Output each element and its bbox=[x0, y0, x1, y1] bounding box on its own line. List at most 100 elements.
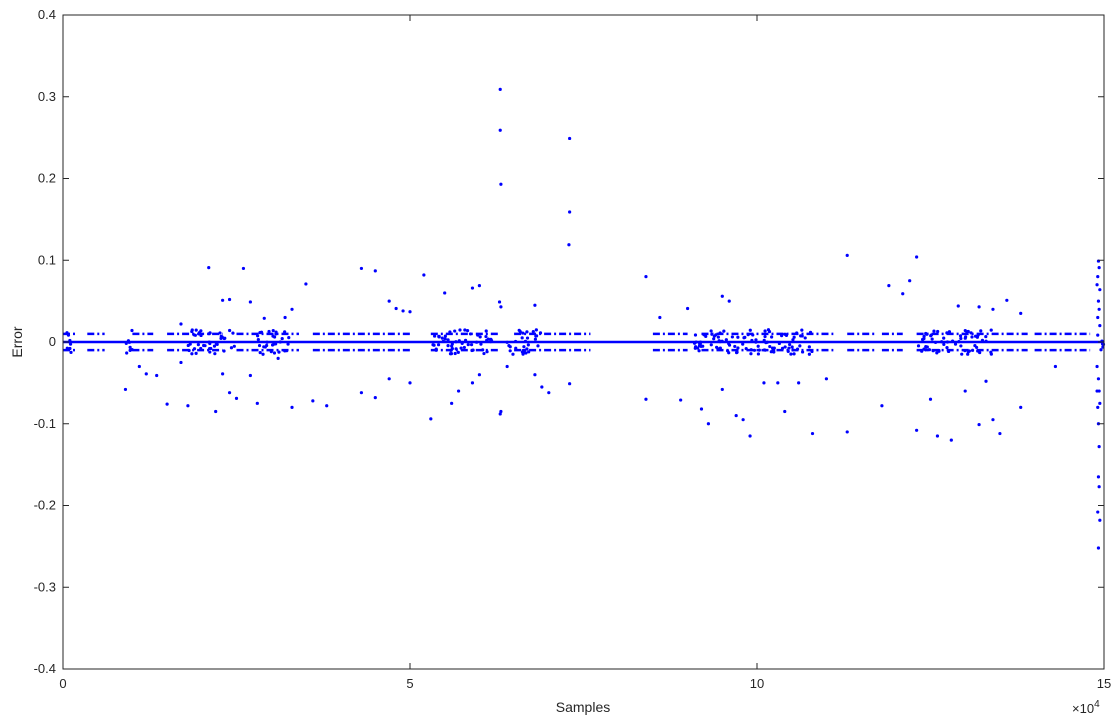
data-point bbox=[373, 269, 377, 273]
data-point bbox=[227, 391, 232, 395]
cluster-point bbox=[973, 344, 977, 348]
cluster-point bbox=[756, 352, 761, 356]
data-point bbox=[311, 399, 315, 403]
cluster-point bbox=[486, 337, 490, 341]
cluster-point bbox=[274, 330, 278, 334]
cluster-point bbox=[256, 337, 260, 342]
cluster-point bbox=[964, 335, 968, 339]
data-point bbox=[498, 87, 502, 91]
data-point bbox=[880, 404, 884, 408]
cluster-point bbox=[208, 331, 212, 335]
cluster-point bbox=[966, 329, 970, 334]
cluster-point bbox=[696, 346, 700, 350]
data-point bbox=[325, 404, 329, 408]
data-point bbox=[408, 381, 412, 385]
data-point bbox=[783, 409, 787, 414]
cluster-point bbox=[925, 345, 929, 349]
data-point bbox=[262, 316, 266, 320]
data-point bbox=[991, 418, 995, 422]
cluster-point bbox=[283, 349, 287, 353]
cluster-point bbox=[922, 334, 926, 338]
cluster-point bbox=[770, 335, 774, 339]
cluster-point bbox=[218, 331, 222, 335]
cluster-point bbox=[791, 338, 795, 342]
data-point bbox=[276, 356, 280, 360]
cluster-point bbox=[258, 350, 262, 355]
data-point bbox=[470, 286, 475, 290]
data-point bbox=[1095, 283, 1099, 287]
data-point bbox=[373, 395, 377, 400]
data-point bbox=[401, 309, 405, 313]
data-point bbox=[706, 422, 711, 426]
data-point bbox=[845, 430, 849, 434]
data-point bbox=[908, 279, 912, 283]
cluster-point bbox=[130, 328, 134, 333]
cluster-point bbox=[65, 331, 69, 335]
data-point bbox=[283, 315, 287, 320]
data-point bbox=[915, 428, 919, 432]
cluster-point bbox=[522, 345, 526, 349]
data-point bbox=[568, 210, 572, 214]
data-point bbox=[727, 299, 731, 303]
data-point bbox=[984, 379, 988, 383]
cluster-point bbox=[222, 349, 226, 353]
cluster-point bbox=[929, 334, 933, 338]
data-point bbox=[734, 413, 738, 418]
cluster-point bbox=[712, 337, 716, 341]
cluster-point bbox=[68, 346, 72, 351]
cluster-point bbox=[942, 342, 946, 346]
cluster-point bbox=[521, 331, 525, 335]
cluster-point bbox=[709, 343, 713, 347]
cluster-point bbox=[521, 352, 525, 356]
cluster-point bbox=[947, 330, 952, 334]
cluster-point bbox=[963, 328, 967, 333]
cluster-point bbox=[959, 336, 963, 341]
data-point bbox=[1096, 405, 1100, 409]
cluster-point bbox=[780, 346, 785, 351]
cluster-point bbox=[735, 350, 739, 354]
data-point bbox=[165, 402, 169, 406]
cluster-point bbox=[788, 342, 792, 347]
cluster-point bbox=[927, 348, 932, 352]
cluster-point bbox=[726, 349, 730, 353]
cluster-point bbox=[795, 347, 800, 351]
data-point bbox=[155, 373, 159, 378]
cluster-point bbox=[736, 335, 740, 339]
cluster-point bbox=[807, 352, 811, 356]
data-point bbox=[762, 381, 766, 385]
cluster-point bbox=[795, 331, 799, 335]
cluster-point bbox=[65, 346, 69, 350]
data-point bbox=[241, 266, 246, 271]
cluster-point bbox=[534, 328, 538, 332]
cluster-point bbox=[722, 329, 726, 333]
cluster-point bbox=[733, 344, 737, 349]
data-point bbox=[499, 305, 503, 309]
cluster-point bbox=[259, 330, 264, 334]
cluster-point bbox=[231, 331, 235, 335]
data-point bbox=[658, 315, 662, 320]
cluster-point bbox=[456, 350, 460, 355]
data-point bbox=[1019, 311, 1023, 315]
cluster-point bbox=[469, 343, 474, 347]
cluster-point bbox=[125, 351, 129, 355]
data-point bbox=[234, 396, 239, 401]
x-axis-exponent: ×104 bbox=[1072, 699, 1100, 716]
data-point bbox=[901, 292, 905, 296]
data-point bbox=[991, 307, 995, 311]
cluster-point bbox=[440, 336, 444, 340]
cluster-point bbox=[437, 335, 441, 339]
cluster-point bbox=[966, 352, 970, 356]
data-point bbox=[720, 387, 724, 392]
data-point bbox=[679, 398, 683, 402]
cluster-point bbox=[462, 345, 466, 350]
cluster-point bbox=[970, 348, 975, 352]
cluster-point bbox=[803, 336, 807, 340]
cluster-point bbox=[800, 350, 805, 354]
data-point bbox=[498, 128, 502, 132]
cluster-point bbox=[984, 334, 988, 339]
cluster-point bbox=[280, 336, 284, 341]
x-axis-ticks: 0 5 10 15 bbox=[59, 15, 1111, 691]
data-point bbox=[776, 381, 780, 385]
cluster-point bbox=[202, 343, 206, 348]
